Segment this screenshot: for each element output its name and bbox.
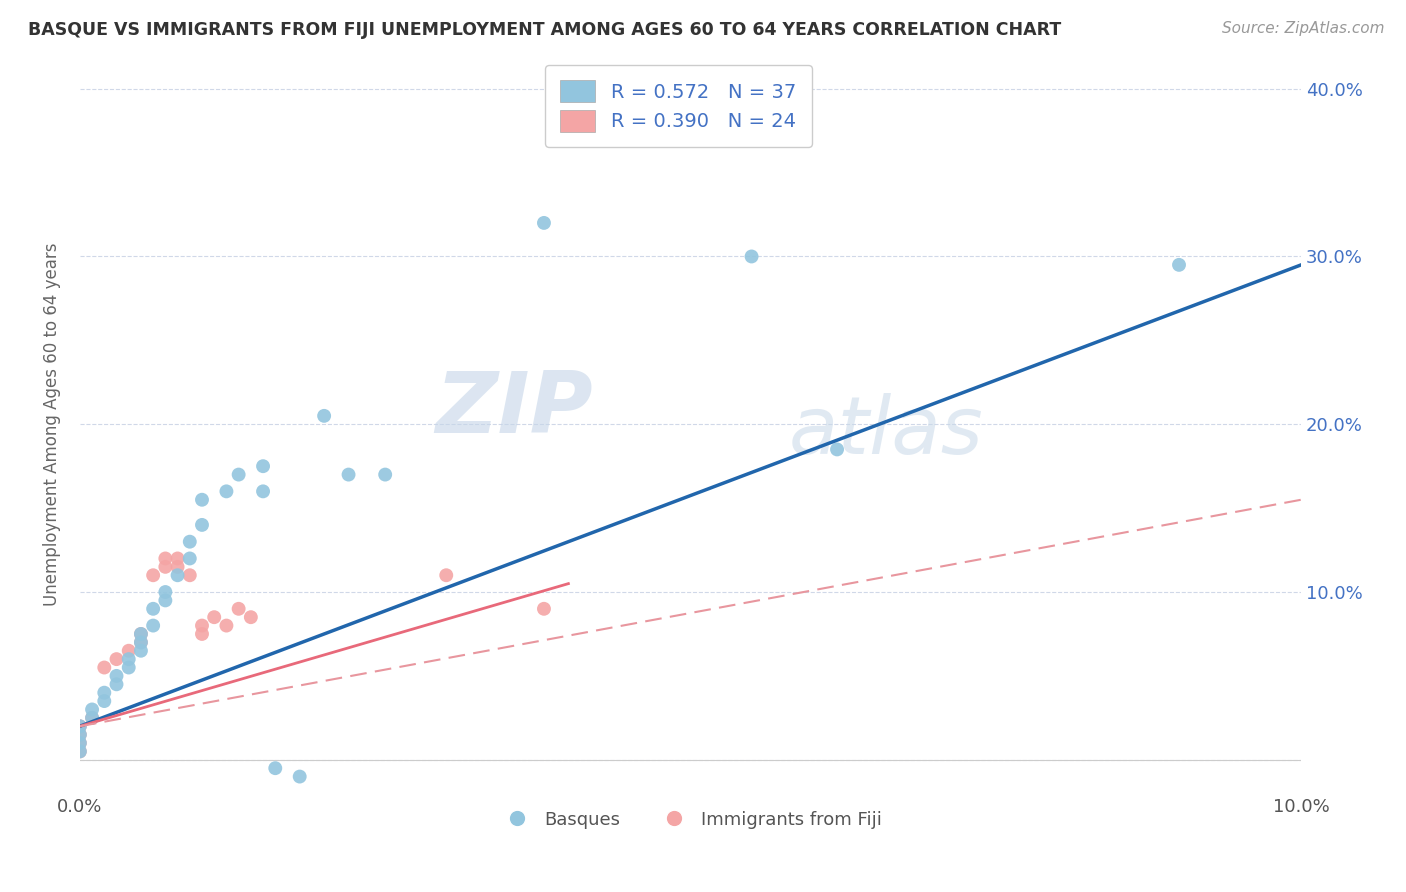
Point: [314, 409, 336, 423]
Y-axis label: Unemployment Among Ages 60 to 64 years: Unemployment Among Ages 60 to 64 years: [44, 243, 60, 606]
Text: BASQUE VS IMMIGRANTS FROM FIJI UNEMPLOYMENT AMONG AGES 60 TO 64 YEARS CORRELATIO: BASQUE VS IMMIGRANTS FROM FIJI UNEMPLOYM…: [28, 21, 1062, 38]
Point: [215, 618, 238, 632]
Point: [80, 702, 103, 716]
Point: [825, 442, 848, 457]
Point: [533, 602, 555, 616]
Point: [155, 593, 177, 607]
Point: [434, 568, 457, 582]
Text: atlas: atlas: [789, 392, 983, 471]
Point: [191, 618, 214, 632]
Point: [69, 736, 91, 750]
Point: [166, 551, 188, 566]
Point: [533, 216, 555, 230]
Point: [93, 660, 115, 674]
Point: [129, 635, 152, 649]
Point: [191, 492, 214, 507]
Point: [80, 711, 103, 725]
Point: [191, 517, 214, 532]
Point: [69, 744, 91, 758]
Point: [69, 744, 91, 758]
Point: [142, 568, 165, 582]
Point: [239, 610, 262, 624]
Point: [118, 644, 141, 658]
Point: [215, 484, 238, 499]
Point: [129, 644, 152, 658]
Point: [337, 467, 360, 482]
Point: [129, 635, 152, 649]
Point: [105, 652, 128, 666]
Point: [93, 686, 115, 700]
Point: [166, 568, 188, 582]
Point: [179, 534, 201, 549]
Text: ZIP: ZIP: [436, 368, 593, 451]
Point: [741, 250, 763, 264]
Point: [191, 627, 214, 641]
Point: [118, 660, 141, 674]
Point: [93, 694, 115, 708]
Point: [264, 761, 287, 775]
Point: [155, 551, 177, 566]
Point: [105, 677, 128, 691]
Point: [142, 618, 165, 632]
Point: [118, 652, 141, 666]
Point: [202, 610, 225, 624]
Point: [374, 467, 396, 482]
Point: [105, 669, 128, 683]
Point: [142, 602, 165, 616]
Point: [69, 736, 91, 750]
Legend: Basques, Immigrants from Fiji: Basques, Immigrants from Fiji: [492, 804, 890, 836]
Point: [166, 559, 188, 574]
Point: [252, 484, 274, 499]
Point: [228, 602, 250, 616]
Point: [228, 467, 250, 482]
Point: [155, 585, 177, 599]
Point: [69, 728, 91, 742]
Point: [129, 627, 152, 641]
Point: [129, 627, 152, 641]
Point: [69, 728, 91, 742]
Point: [179, 568, 201, 582]
Point: [1168, 258, 1191, 272]
Point: [155, 559, 177, 574]
Text: Source: ZipAtlas.com: Source: ZipAtlas.com: [1222, 21, 1385, 36]
Point: [252, 459, 274, 474]
Point: [69, 719, 91, 733]
Point: [179, 551, 201, 566]
Point: [80, 711, 103, 725]
Point: [69, 719, 91, 733]
Point: [288, 770, 311, 784]
